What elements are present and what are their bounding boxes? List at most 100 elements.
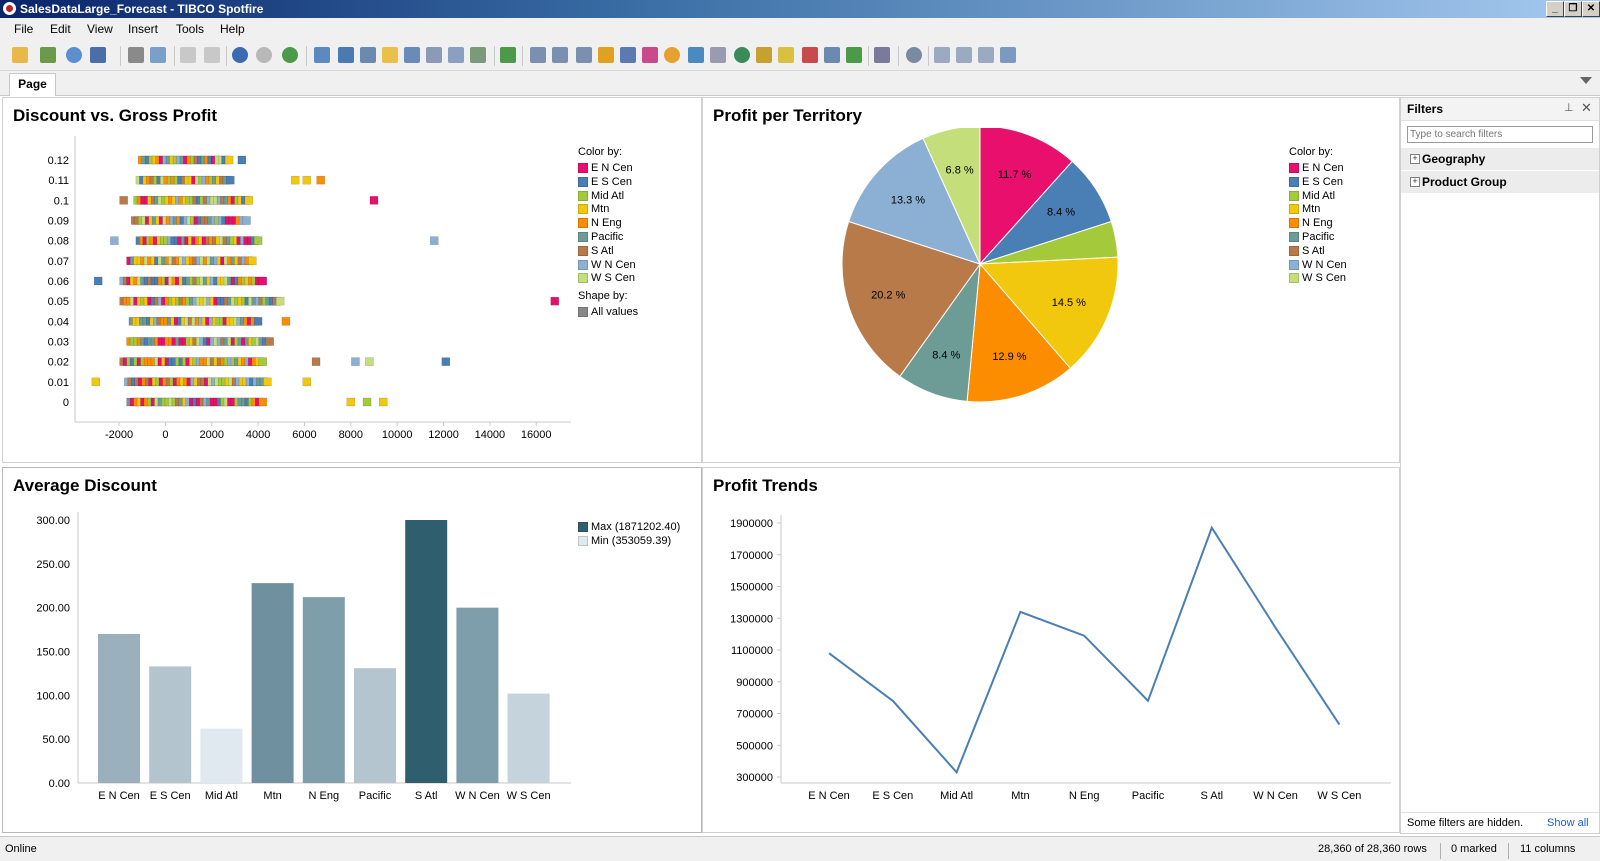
new-page-icon[interactable] (500, 47, 516, 63)
scatter-chart[interactable]: 0 0.01 0.02 0.03 0.04 0.05 0.06 0.07 0.08 0.09 0.1… (3, 120, 573, 460)
tab-menu-chevron-down-icon[interactable] (1580, 77, 1592, 84)
tag-icon[interactable] (382, 47, 398, 63)
expand-plus-icon[interactable]: + (1410, 177, 1420, 187)
reload-icon[interactable] (66, 47, 82, 63)
filter-group-geography[interactable]: + Geography (1401, 148, 1599, 170)
layout-stacked-icon[interactable] (978, 47, 994, 63)
line-chart-icon[interactable] (620, 47, 636, 63)
scatter-x-tick: 2000 (200, 429, 224, 441)
restore-button[interactable]: ❐ (1564, 1, 1582, 17)
menu-insert[interactable]: Insert (128, 22, 159, 36)
export-icon[interactable] (150, 47, 166, 63)
line-y-tick: 1500000 (730, 582, 773, 594)
table-icon[interactable] (530, 47, 546, 63)
line-chart[interactable]: 300000 500000 700000 900000 1100000 1300000 15… (703, 500, 1393, 830)
legend-swatch (1289, 245, 1299, 256)
layout-side-by-side-icon[interactable] (956, 47, 972, 63)
pie-panel[interactable]: Profit per Territory 11.7 % 8.4 % 14.5 % 12… (702, 97, 1400, 463)
copy-icon[interactable] (180, 47, 196, 63)
open-file-icon[interactable] (12, 47, 28, 63)
menu-file[interactable]: File (14, 22, 34, 36)
scatter-point (263, 377, 272, 387)
box-plot-icon[interactable] (846, 47, 862, 63)
3d-scatter-icon[interactable] (710, 47, 726, 63)
redo-icon[interactable] (256, 47, 272, 63)
graphical-table-icon[interactable] (576, 47, 592, 63)
settings-gear-icon[interactable] (906, 47, 922, 63)
collaboration-icon[interactable] (448, 47, 464, 63)
maximize-visualization-icon[interactable] (1000, 47, 1016, 63)
scatter-point (244, 196, 254, 205)
bar-x-tick: W S Cen (507, 790, 551, 802)
pin-icon[interactable]: ⊥ (1564, 102, 1574, 114)
paste-icon[interactable] (204, 47, 220, 63)
trends-icon[interactable] (470, 47, 486, 63)
combination-chart-icon[interactable] (642, 47, 658, 63)
marking-icon[interactable] (338, 47, 354, 63)
legend-swatch (1289, 163, 1299, 174)
layout-grid-icon[interactable] (934, 47, 950, 63)
lists-icon[interactable] (426, 47, 442, 63)
pie-slice (966, 262, 1072, 403)
pie-chart-icon[interactable] (664, 47, 680, 63)
legend-swatch (578, 204, 588, 215)
bar-chart[interactable]: 0.00 50.00 100.00 150.00 200.00 250.00 300.00 E… (3, 500, 573, 830)
minimize-button[interactable]: _ (1546, 1, 1564, 17)
undo-icon[interactable] (232, 47, 248, 63)
scatter-point (351, 357, 360, 366)
bar (405, 520, 448, 783)
pie-slice (978, 256, 1119, 370)
scatter-point (226, 175, 235, 185)
filter-search-input[interactable] (1407, 126, 1593, 143)
menu-help[interactable]: Help (220, 22, 245, 36)
pie-title: Profit per Territory (713, 106, 862, 125)
close-button[interactable]: ✕ (1582, 1, 1600, 17)
pie-legend: Color by: E N Cen E S Cen Mid Atl Mtn N … (1289, 146, 1347, 286)
pie-legend-color-by: Color by: (1289, 146, 1334, 158)
tab-page[interactable]: Page (9, 73, 56, 96)
scatter-plot-icon[interactable] (688, 47, 704, 63)
line-y-tick: 700000 (736, 709, 773, 721)
scatter-x-tick: 6000 (292, 429, 316, 441)
bookmark-icon[interactable] (404, 47, 420, 63)
scatter-y-tick: 0.02 (48, 357, 69, 369)
add-data-icon[interactable] (40, 47, 56, 63)
parallel-coordinates-icon[interactable] (802, 47, 818, 63)
treemap-icon[interactable] (756, 47, 772, 63)
crosstable-icon[interactable] (552, 47, 568, 63)
scatter-y-tick: 0.01 (48, 377, 69, 389)
menu-view[interactable]: View (87, 22, 113, 36)
summary-table-icon[interactable] (824, 47, 840, 63)
text-area-icon[interactable] (874, 47, 890, 63)
line-panel[interactable]: Profit Trends 300000 500000 700000 900000 11… (702, 467, 1400, 833)
save-icon[interactable] (90, 47, 106, 63)
heat-map-icon[interactable] (778, 47, 794, 63)
expand-plus-icon[interactable]: + (1410, 154, 1420, 164)
bar-chart-icon[interactable] (598, 47, 614, 63)
show-all-link[interactable]: Show all (1547, 817, 1589, 829)
scatter-legend-shape-by: Shape by: (578, 290, 628, 303)
bar-panel[interactable]: Average Discount 0.00 50.00 100.00 150.00 20… (2, 467, 702, 833)
bar (302, 597, 345, 783)
line-x-tick: Pacific (1132, 790, 1165, 802)
map-chart-icon[interactable] (734, 47, 750, 63)
scatter-y-tick: 0.04 (48, 316, 69, 328)
menu-tools[interactable]: Tools (176, 22, 205, 36)
filters-header: Filters ⊥ ✕ (1401, 98, 1599, 121)
scatter-panel[interactable]: Discount vs. Gross Profit 0 0.01 0.02 0.03 0… (2, 97, 702, 463)
scatter-x-tick: 10000 (382, 429, 413, 441)
back-icon[interactable] (282, 47, 298, 63)
bar-x-tick: Mtn (263, 790, 281, 802)
legend-item-all-values: All values (578, 306, 638, 320)
details-icon[interactable] (360, 47, 376, 63)
menu-edit[interactable]: Edit (50, 22, 71, 36)
filter-group-label: Product Group (1422, 175, 1507, 189)
legend-swatch (1289, 273, 1299, 284)
line-x-tick: E N Cen (808, 790, 850, 802)
close-filters-icon[interactable]: ✕ (1581, 100, 1592, 115)
pie-chart[interactable]: 11.7 % 8.4 % 14.5 % 12.9 % 8.4 % 20.2 % 13.3 %… (833, 128, 1253, 458)
filter-group-product-group[interactable]: + Product Group (1401, 171, 1599, 193)
filter-icon[interactable] (314, 47, 330, 63)
print-icon[interactable] (128, 47, 144, 63)
scatter-point (550, 296, 560, 306)
